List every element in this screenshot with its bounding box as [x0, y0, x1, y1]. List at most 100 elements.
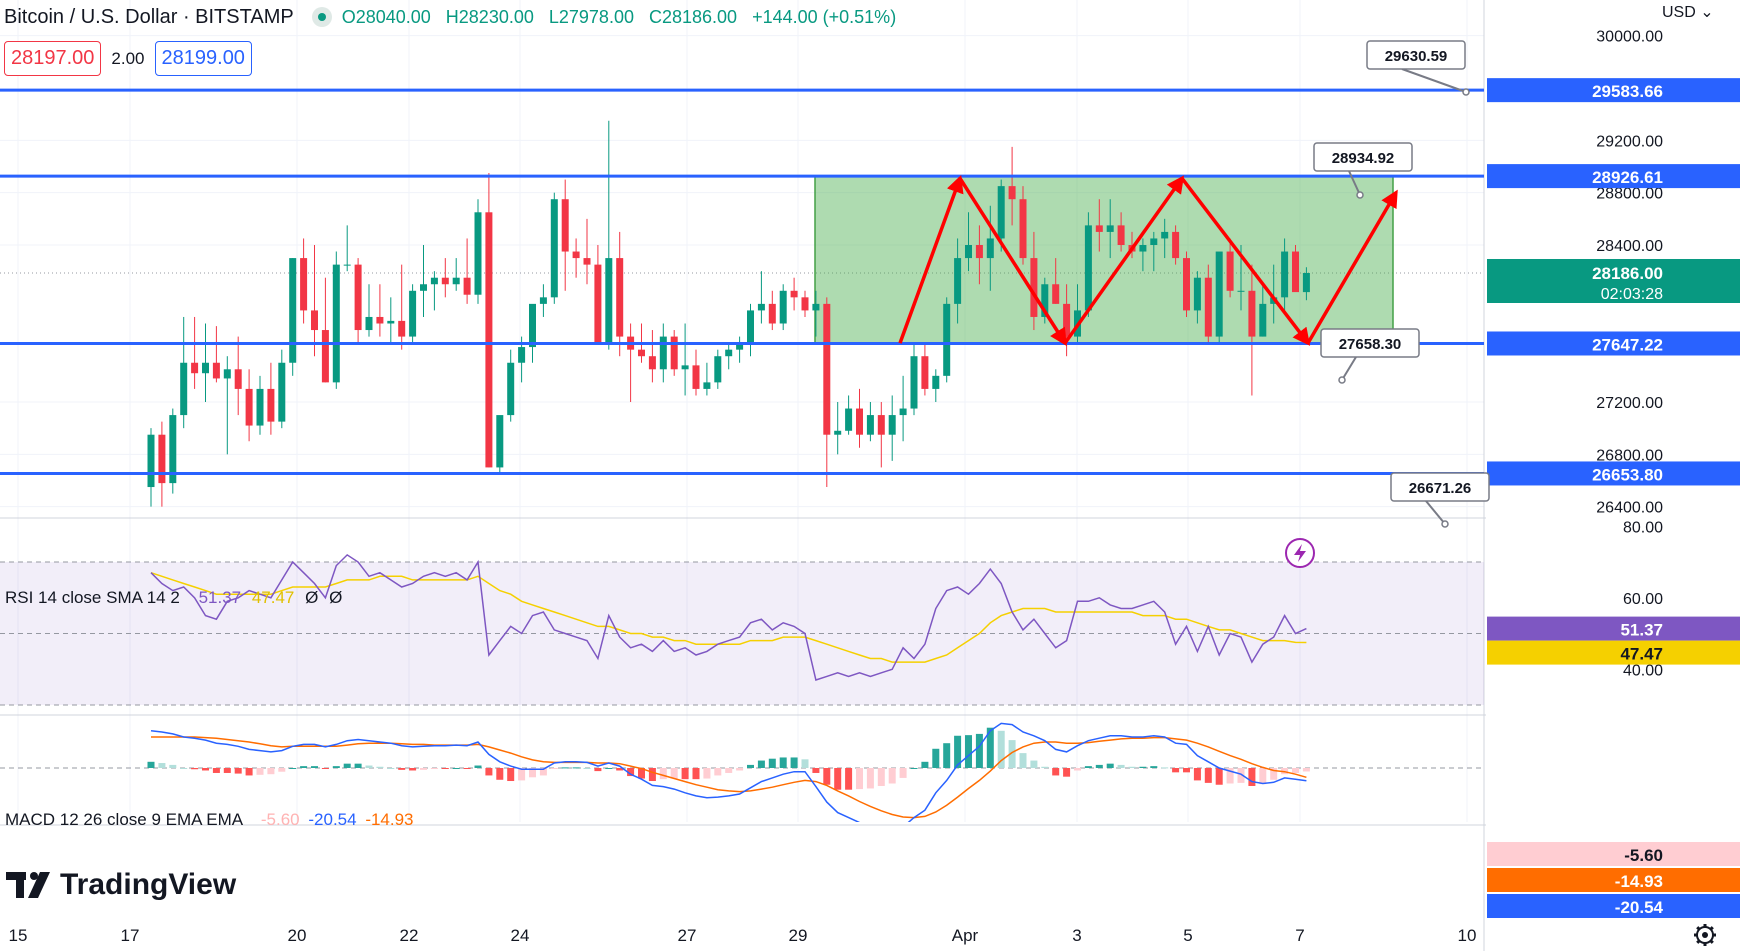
macd-histogram-bar — [616, 768, 624, 771]
gear-tooth — [1709, 939, 1714, 944]
candle — [648, 330, 656, 383]
macd-hist-legend-value: -5.60 — [260, 810, 300, 829]
candle — [997, 179, 1005, 252]
macd-line — [150, 722, 1307, 822]
time-axis[interactable]: 15 17 20 22 24 27 29 Apr 3 5 7 10 — [9, 926, 1477, 945]
price-tick-label: 26400.00 — [1596, 500, 1663, 517]
macd-histogram-bar — [1041, 766, 1049, 768]
callout-labels[interactable]: 29630.59 28934.92 27658.30 26671.26 — [1285, 40, 1490, 568]
candle-body — [1030, 258, 1038, 317]
candle — [1019, 186, 1027, 265]
countdown-label: 02:03:28 — [1601, 286, 1663, 303]
callout-pointer — [1348, 170, 1361, 196]
candle — [1150, 231, 1158, 272]
last-price-tag — [1487, 258, 1740, 303]
macd-histogram-bar — [311, 766, 318, 768]
rsi-legend-value: 51.37 — [198, 588, 242, 607]
rsi-value-tag — [1487, 616, 1740, 641]
candle-body — [1281, 251, 1289, 298]
candle — [1161, 218, 1169, 259]
candle — [768, 290, 776, 331]
candle — [1183, 251, 1190, 317]
candle — [1041, 277, 1049, 324]
horizontal-lines[interactable] — [0, 88, 1484, 475]
macd-legend-label: MACD 12 26 close 9 EMA EMA — [5, 810, 243, 829]
macd-histogram-bar — [1095, 764, 1103, 768]
tradingview-logo[interactable]: TradingView — [6, 868, 236, 902]
candle-body — [1302, 272, 1310, 293]
candle-body — [420, 284, 427, 291]
sell-button[interactable]: 28197.00 — [4, 41, 102, 76]
event-lightning-icon[interactable] — [1285, 538, 1315, 568]
candle — [1084, 212, 1092, 317]
candle — [539, 284, 547, 317]
low-value: L27978.00 — [548, 6, 634, 27]
candle — [1030, 231, 1038, 331]
settings-gear-icon[interactable] — [1694, 924, 1716, 946]
candle — [169, 408, 177, 494]
spread-value: 2.00 — [111, 48, 145, 68]
callout-text: 29630.59 — [1385, 48, 1448, 65]
candle — [1302, 267, 1310, 301]
candle-body — [1237, 290, 1245, 292]
candle-body — [169, 415, 177, 484]
rsi-ext2-value: Ø — [329, 588, 343, 607]
candle — [790, 277, 798, 311]
candle — [703, 362, 711, 396]
tradingview-logo-icon — [6, 872, 50, 898]
symbol-title[interactable]: Bitcoin / U.S. Dollar · BITSTAMP — [4, 5, 294, 28]
candle-body — [768, 303, 776, 324]
hline-price-label: 27647.22 — [1592, 335, 1663, 354]
candle — [877, 402, 885, 468]
candle — [420, 245, 427, 317]
price-tick-label: 28400.00 — [1596, 238, 1663, 255]
candle-body — [823, 303, 831, 435]
candle — [921, 343, 929, 396]
candle — [398, 264, 406, 350]
currency-selector[interactable]: USD ⌄ — [1662, 2, 1714, 22]
candle — [1226, 238, 1234, 298]
candle — [714, 349, 722, 389]
zigzag-arrows[interactable] — [898, 174, 1398, 347]
macd-histogram-bar — [605, 768, 613, 769]
candle-body — [387, 320, 395, 324]
macd-legend[interactable]: MACD 12 26 close 9 EMA EMA -5.60 -20.54 … — [5, 810, 414, 830]
candle-body — [463, 277, 471, 295]
candle — [332, 251, 340, 389]
chevron-down-icon: ⌄ — [1700, 4, 1714, 21]
buy-button[interactable]: 28199.00 — [154, 41, 252, 76]
rsi-legend[interactable]: RSI 14 close SMA 14 2 51.37 47.47 Ø Ø — [5, 588, 342, 608]
macd-signal-value-tag — [1487, 868, 1740, 892]
macd-histogram-bar — [986, 727, 994, 768]
candle-body — [256, 388, 264, 426]
zigzag-arrow — [958, 177, 1067, 347]
rsi-sma-tag — [1487, 640, 1740, 665]
candle-body — [332, 264, 340, 383]
rsi-legend-label: RSI 14 close SMA 14 2 — [5, 588, 180, 607]
candle — [343, 225, 351, 272]
macd-histogram-bar — [507, 768, 515, 782]
macd-histogram-bar — [627, 768, 635, 777]
candle-body — [921, 356, 929, 389]
candle-body — [605, 258, 613, 344]
macd-histogram-bar — [790, 757, 798, 768]
candle — [376, 284, 384, 337]
candle — [1248, 264, 1256, 396]
candle-body — [529, 303, 536, 348]
ohlc-values: O28040.00 H28230.00 L27978.00 C28186.00 … — [342, 7, 907, 28]
candle-body — [1161, 231, 1169, 239]
macd-histogram-bar — [866, 768, 874, 789]
market-status-icon[interactable] — [311, 7, 332, 27]
price-axis[interactable]: 30000.00 29200.00 28800.00 28400.00 27200.00… — [1486, 0, 1741, 951]
candle — [354, 258, 362, 344]
candle-body — [409, 290, 417, 337]
macd-histogram-bar — [1161, 767, 1169, 769]
hline-price-tag — [1487, 78, 1740, 103]
candle-body — [714, 356, 722, 383]
time-tick-label: 29 — [789, 926, 808, 945]
candle — [234, 336, 242, 416]
candle — [550, 192, 558, 304]
candle-body — [801, 297, 809, 311]
hline-price-tag — [1487, 164, 1740, 189]
